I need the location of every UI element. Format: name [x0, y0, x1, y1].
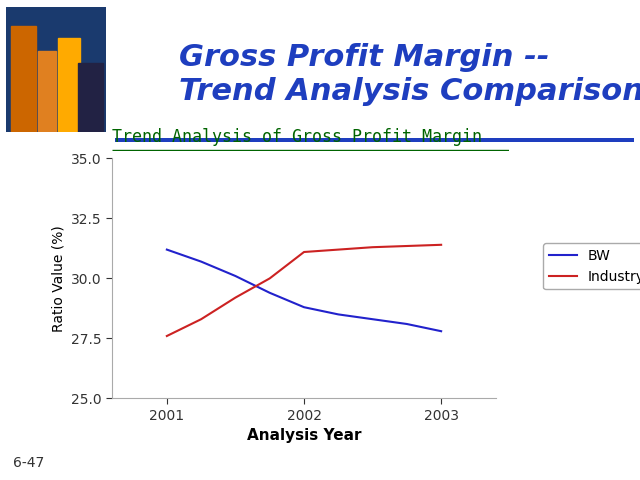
Bar — [12, 26, 36, 132]
Text: Trend Analysis of Gross Profit Margin: Trend Analysis of Gross Profit Margin — [112, 129, 482, 146]
Bar — [58, 38, 80, 132]
Industry — [335, 247, 342, 252]
Text: 6-47: 6-47 — [13, 456, 44, 470]
BW — [335, 312, 342, 317]
Industry — [163, 333, 171, 339]
Text: Gross Profit Margin --
Trend Analysis Comparison: Gross Profit Margin -- Trend Analysis Co… — [179, 43, 640, 106]
X-axis label: Analysis Year: Analysis Year — [247, 428, 361, 444]
BW — [163, 247, 171, 252]
BW — [437, 328, 445, 334]
Industry — [266, 276, 273, 281]
Industry — [232, 295, 239, 300]
BW — [369, 316, 376, 322]
Bar — [78, 63, 102, 132]
Industry — [403, 243, 411, 249]
Line: Industry: Industry — [167, 245, 441, 336]
Bar — [38, 51, 56, 132]
Industry — [197, 316, 205, 322]
Y-axis label: Ratio Value (%): Ratio Value (%) — [51, 225, 65, 332]
Industry — [300, 249, 308, 255]
BW — [197, 259, 205, 264]
Industry — [437, 242, 445, 248]
BW — [232, 273, 239, 279]
BW — [403, 321, 411, 327]
Industry — [369, 244, 376, 250]
BW — [300, 304, 308, 310]
Line: BW: BW — [167, 250, 441, 331]
Legend: BW, Industry: BW, Industry — [543, 243, 640, 289]
BW — [266, 290, 273, 296]
